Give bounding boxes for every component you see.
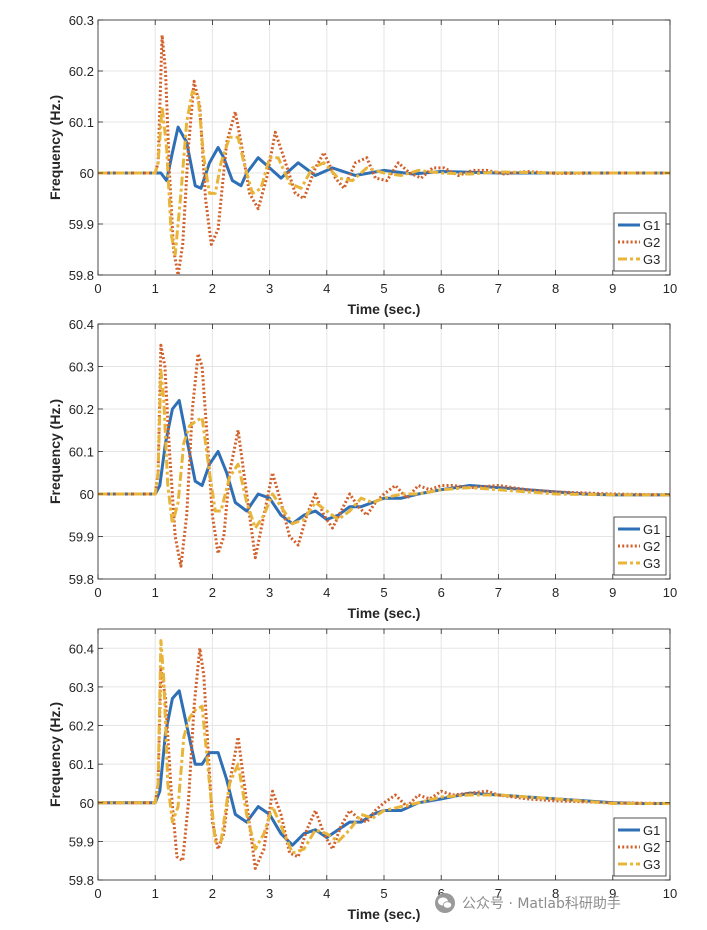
y-axis-label: Frequency (Hz.) bbox=[47, 95, 63, 200]
series-line-g3 bbox=[98, 89, 670, 257]
series-line-g2 bbox=[98, 646, 671, 870]
x-tick-label: 1 bbox=[152, 585, 159, 600]
x-tick-label: 6 bbox=[438, 886, 445, 901]
x-tick-label: 3 bbox=[266, 281, 273, 296]
watermark: 公众号 · Matlab科研助手 bbox=[434, 892, 621, 914]
x-tick-label: 10 bbox=[663, 281, 677, 296]
y-tick-label: 60.2 bbox=[69, 402, 94, 417]
chart-panel-1: 0 1 2 3 4 5 6 7 8 9 10 59.8 59.9 60 60.1 60.2 60.3 Time (… bbox=[47, 13, 677, 317]
y-tick-label: 60.3 bbox=[69, 13, 94, 28]
legend-label-g1: G1 bbox=[643, 522, 660, 537]
x-tick-label: 3 bbox=[266, 886, 273, 901]
legend-label-g2: G2 bbox=[643, 539, 660, 554]
y-tick-label: 60.3 bbox=[69, 680, 94, 695]
y-tick-label: 60.4 bbox=[69, 641, 94, 656]
x-tick-label: 0 bbox=[94, 585, 101, 600]
legend-label-g2: G2 bbox=[643, 840, 660, 855]
x-tick-label: 7 bbox=[495, 585, 502, 600]
x-tick-label: 4 bbox=[323, 585, 330, 600]
y-axis-label: Frequency (Hz.) bbox=[47, 702, 63, 807]
x-tick-label: 1 bbox=[152, 886, 159, 901]
y-axis-label: Frequency (Hz.) bbox=[47, 399, 63, 504]
x-tick-label: 6 bbox=[438, 281, 445, 296]
legend-label-g3: G3 bbox=[643, 857, 660, 872]
y-tick-label: 60 bbox=[80, 487, 94, 502]
x-tick-label: 9 bbox=[609, 585, 616, 600]
x-tick-label: 8 bbox=[552, 585, 559, 600]
y-tick-label: 60.2 bbox=[69, 719, 94, 734]
x-tick-label: 7 bbox=[495, 281, 502, 296]
x-tick-label: 0 bbox=[94, 281, 101, 296]
x-axis-label: Time (sec.) bbox=[348, 906, 421, 922]
y-tick-label: 60.4 bbox=[69, 317, 94, 332]
x-tick-label: 2 bbox=[209, 585, 216, 600]
x-tick-label: 7 bbox=[495, 886, 502, 901]
legend-label-g3: G3 bbox=[643, 556, 660, 571]
x-tick-label: 2 bbox=[209, 281, 216, 296]
legend-label-g1: G1 bbox=[643, 823, 660, 838]
x-tick-label: 5 bbox=[380, 886, 387, 901]
watermark-text: 公众号 · Matlab科研助手 bbox=[462, 896, 621, 912]
x-tick-label: 6 bbox=[438, 585, 445, 600]
x-tick-label: 10 bbox=[663, 886, 677, 901]
x-tick-label: 8 bbox=[552, 281, 559, 296]
y-tick-label: 60 bbox=[80, 166, 94, 181]
chart-panel-3: 0 1 2 3 4 5 6 7 8 9 10 59.8 59.9 60 60.1 60.2 60.3 60.4 Ti… bbox=[47, 628, 677, 922]
series-line-g3 bbox=[98, 369, 670, 530]
x-tick-label: 4 bbox=[323, 281, 330, 296]
chart-panel-2: 0 1 2 3 4 5 6 7 8 9 10 59.8 59.9 60 60.1 60.2 60.3 60.4 Ti… bbox=[47, 317, 677, 621]
series-line-g1 bbox=[98, 125, 670, 190]
wechat-icon bbox=[435, 893, 455, 913]
y-tick-label: 60.2 bbox=[69, 64, 94, 79]
x-tick-label: 1 bbox=[152, 281, 159, 296]
y-tick-label: 60.3 bbox=[69, 360, 94, 375]
y-tick-label: 60.1 bbox=[69, 445, 94, 460]
x-tick-label: 0 bbox=[94, 886, 101, 901]
series-line-g2 bbox=[98, 33, 670, 277]
y-tick-label: 59.8 bbox=[69, 572, 94, 587]
y-tick-label: 60.1 bbox=[69, 757, 94, 772]
y-tick-label: 59.9 bbox=[69, 834, 94, 849]
x-tick-label: 3 bbox=[266, 585, 273, 600]
y-tick-label: 60.1 bbox=[69, 115, 94, 130]
x-tick-label: 9 bbox=[609, 281, 616, 296]
legend-label-g2: G2 bbox=[643, 235, 660, 250]
x-tick-label: 9 bbox=[609, 886, 616, 901]
x-tick-label: 10 bbox=[663, 585, 677, 600]
series-line-g3 bbox=[98, 639, 670, 855]
y-tick-label: 59.9 bbox=[69, 530, 94, 545]
x-axis-label: Time (sec.) bbox=[348, 301, 421, 317]
y-tick-label: 59.8 bbox=[69, 873, 94, 888]
y-tick-label: 60 bbox=[80, 796, 94, 811]
legend-label-g3: G3 bbox=[643, 252, 660, 267]
series-line-g2 bbox=[98, 343, 671, 568]
x-tick-label: 4 bbox=[323, 886, 330, 901]
x-tick-label: 8 bbox=[552, 886, 559, 901]
x-tick-label: 5 bbox=[380, 281, 387, 296]
y-tick-label: 59.8 bbox=[69, 268, 94, 283]
legend-label-g1: G1 bbox=[643, 218, 660, 233]
x-axis-label: Time (sec.) bbox=[348, 605, 421, 621]
x-tick-label: 5 bbox=[380, 585, 387, 600]
y-tick-label: 59.9 bbox=[69, 217, 94, 232]
x-tick-label: 2 bbox=[209, 886, 216, 901]
